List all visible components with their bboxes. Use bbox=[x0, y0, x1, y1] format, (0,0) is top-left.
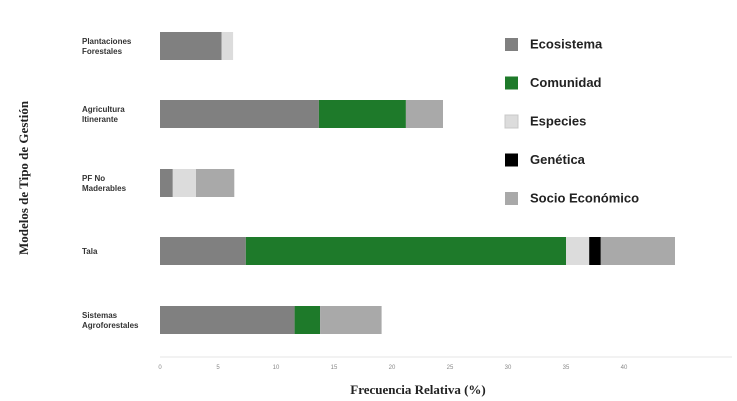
bar-pf-no-maderables-socio-economico bbox=[196, 169, 235, 197]
bar-sistemas-agroforestales-socio-economico bbox=[320, 306, 382, 334]
bar-sistemas-agroforestales-ecosistema bbox=[160, 306, 295, 334]
category-label-plantaciones-forestales: Plantaciones Forestales bbox=[82, 37, 132, 56]
x-tick-25: 25 bbox=[447, 365, 454, 371]
category-label-pf-no-maderables: PF No Maderables bbox=[82, 174, 127, 193]
x-tick-20: 20 bbox=[389, 365, 396, 371]
x-tick-labels-group: 0 5 10 15 20 25 30 35 40 bbox=[158, 365, 628, 371]
x-axis-title: Frecuencia Relativa (%) bbox=[350, 382, 486, 397]
legend: Ecosistema Comunidad Especies Genética Socio… bbox=[504, 36, 639, 205]
legend-swatch-comunidad bbox=[505, 76, 518, 90]
category-label-agricultura-itinerante: Agricultura Itinerante bbox=[82, 105, 125, 124]
x-tick-0: 0 bbox=[158, 365, 162, 371]
y-axis-title: Modelos de Tipo de Gestión bbox=[16, 100, 31, 255]
bar-plantaciones-forestales-ecosistema bbox=[160, 32, 222, 60]
bar-tala-ecosistema bbox=[160, 237, 246, 265]
legend-label-comunidad: Comunidad bbox=[530, 75, 602, 90]
legend-swatch-ecosistema bbox=[505, 38, 518, 51]
category-label-tala: Tala bbox=[82, 247, 98, 256]
bars-group bbox=[160, 32, 675, 334]
x-tick-10: 10 bbox=[273, 365, 280, 371]
legend-label-ecosistema: Ecosistema bbox=[530, 36, 603, 51]
bar-sistemas-agroforestales-comunidad bbox=[294, 306, 321, 334]
legend-swatch-especies bbox=[504, 114, 519, 129]
bar-plantaciones-forestales-especies bbox=[221, 32, 234, 60]
x-tick-5: 5 bbox=[216, 365, 220, 371]
legend-swatch-genetica bbox=[505, 153, 518, 167]
bar-tala-socio-economico bbox=[600, 237, 675, 265]
plot-area bbox=[160, 12, 732, 357]
bar-pf-no-maderables-especies bbox=[172, 169, 196, 197]
bar-agricultura-itinerante-socio-economico bbox=[405, 100, 443, 128]
bar-tala-genetica bbox=[589, 237, 601, 265]
category-label-sistemas-agroforestales: Sistemas Agroforestales bbox=[82, 311, 139, 330]
bar-tala-especies bbox=[566, 237, 590, 265]
legend-swatch-socio-economico bbox=[505, 192, 518, 205]
x-tick-35: 35 bbox=[563, 365, 570, 371]
x-tick-40: 40 bbox=[621, 365, 628, 371]
category-labels-group: Plantaciones Forestales Agricultura Itinera… bbox=[82, 37, 139, 330]
x-tick-15: 15 bbox=[331, 365, 338, 371]
bar-tala-comunidad bbox=[245, 237, 567, 265]
bar-pf-no-maderables-ecosistema bbox=[160, 169, 173, 197]
bar-agricultura-itinerante-comunidad bbox=[318, 100, 406, 128]
legend-label-genetica: Genética bbox=[530, 152, 586, 167]
legend-label-socio-economico: Socio Económico bbox=[530, 190, 639, 205]
x-tick-30: 30 bbox=[505, 365, 512, 371]
legend-label-especies: Especies bbox=[530, 113, 586, 128]
bar-agricultura-itinerante-ecosistema bbox=[160, 100, 319, 128]
